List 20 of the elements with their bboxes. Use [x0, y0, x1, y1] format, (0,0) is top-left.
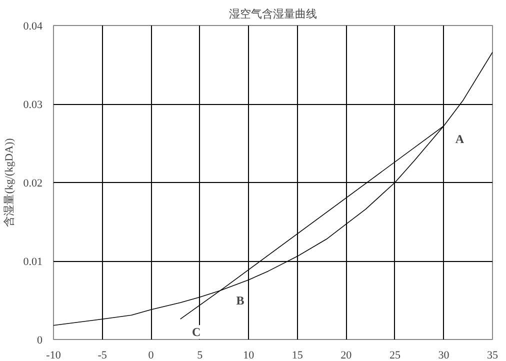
annotation: C — [192, 325, 201, 340]
x-tick-label: 35 — [487, 350, 498, 361]
x-tick-label: 30 — [438, 350, 450, 361]
annotation: A — [455, 132, 464, 146]
x-tick-label: 5 — [197, 350, 204, 361]
x-tick-label: 0 — [148, 350, 154, 361]
x-tick-label: 10 — [243, 350, 255, 361]
y-tick-label: 0.02 — [23, 178, 42, 190]
y-tick-label: 0 — [37, 334, 43, 346]
y-tick-label: 0.03 — [23, 99, 43, 111]
annotation: B — [236, 294, 244, 308]
x-tick-label: 15 — [292, 350, 304, 361]
x-tick-label: 20 — [340, 350, 352, 361]
chart-title: 湿空气含湿量曲线 — [229, 8, 317, 20]
y-axis-title: 含湿量(kg/(kgDA)) — [2, 138, 16, 227]
x-tick-label: -10 — [46, 350, 62, 361]
y-tick-label: 0.01 — [23, 256, 42, 268]
y-tick-label: 0.04 — [23, 20, 43, 32]
x-tick-label: -5 — [98, 350, 108, 361]
x-tick-label: 25 — [389, 350, 401, 361]
